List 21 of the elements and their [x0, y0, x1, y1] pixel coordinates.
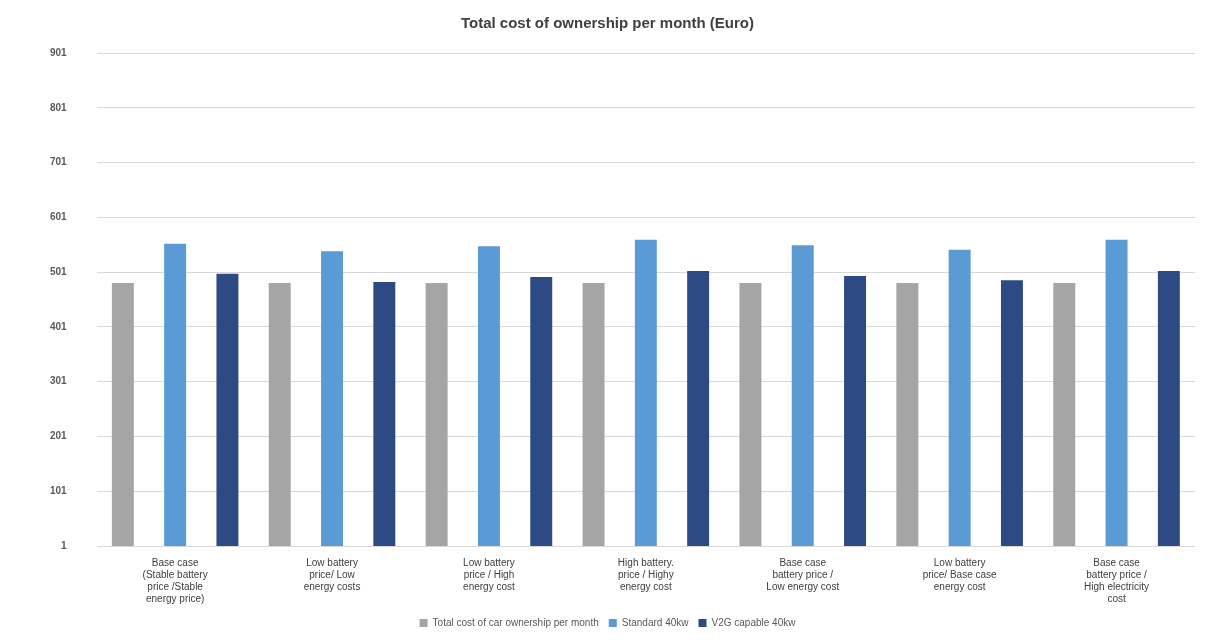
- y-tick-label: 401: [50, 320, 68, 332]
- x-tick-label: Low battery price/ Low energy costs: [303, 556, 361, 592]
- y-tick-label: 201: [50, 430, 68, 442]
- x-tick-label: High battery. price / Highy energy cost: [617, 556, 674, 592]
- y-tick-label: 701: [50, 156, 68, 168]
- legend-label: Total cost of car ownership per month: [432, 616, 599, 628]
- y-tick-label: 301: [50, 375, 68, 387]
- y-tick-label: 801: [50, 101, 68, 113]
- x-tick-label: Low battery price / High energy cost: [463, 556, 515, 592]
- y-tick-label: 901: [50, 46, 68, 58]
- y-tick-label: 601: [50, 211, 68, 223]
- x-tick-label: Low battery price/ Base case energy cost: [922, 556, 998, 592]
- y-tick-label: 501: [50, 265, 68, 277]
- x-tick-label: Base case battery price / Low energy cost: [766, 556, 840, 592]
- legend-label: Standard 40kw: [621, 616, 690, 628]
- x-tick-label: Base case (Stable battery price /Stable energy price): [142, 556, 208, 604]
- chart-title: Total cost of ownership per month (Euro): [460, 14, 755, 32]
- legend-label: V2G capable 40kw: [711, 616, 797, 628]
- y-tick-label: 1: [61, 539, 68, 551]
- x-tick-label: Base case battery price / High electricity cost: [1084, 556, 1150, 604]
- y-tick-label: 101: [50, 484, 68, 496]
